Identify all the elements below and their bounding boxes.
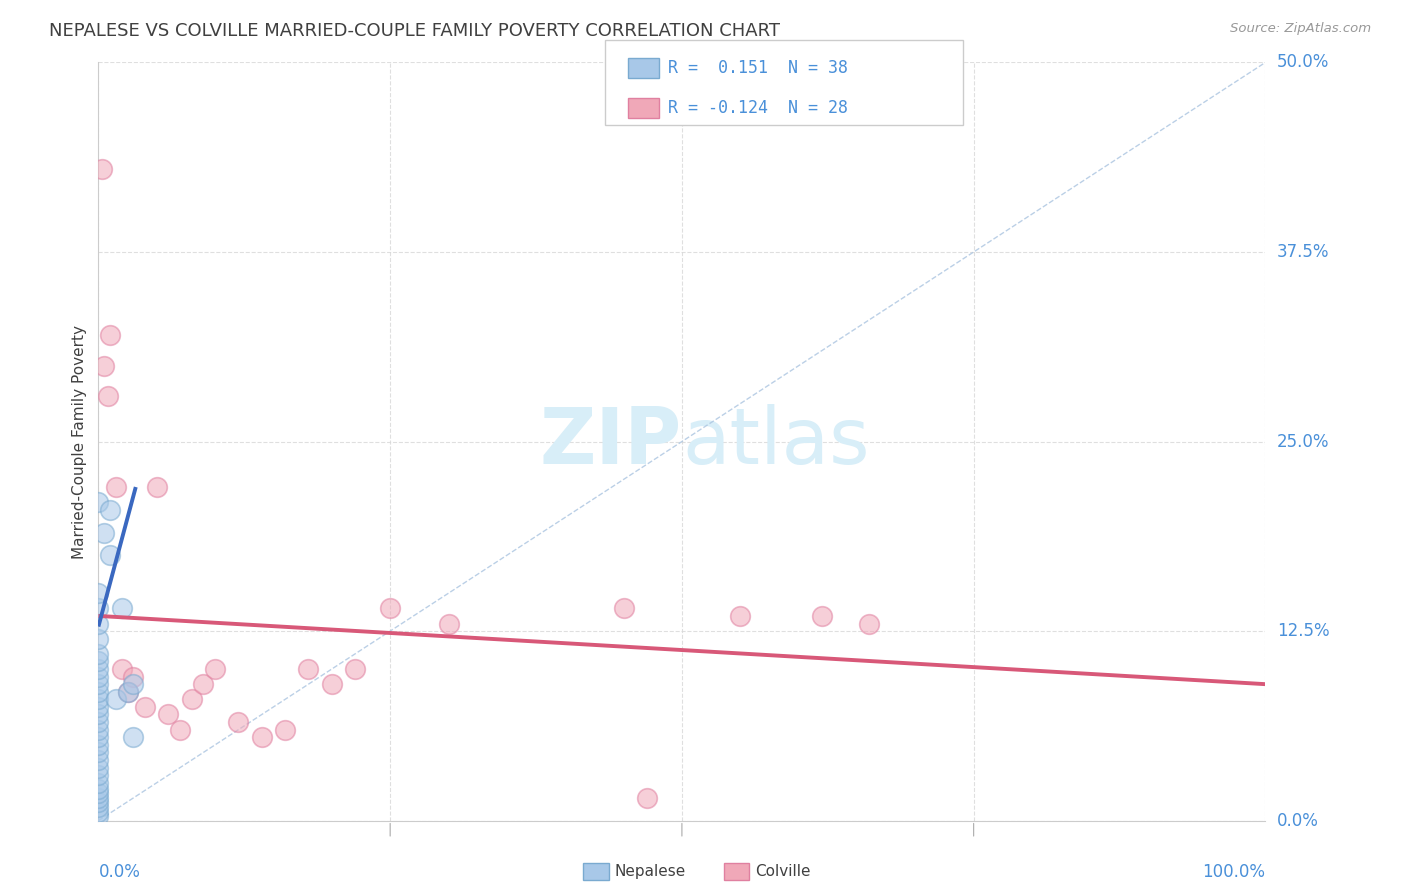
Point — [321, 677, 343, 691]
Point — [87, 776, 110, 790]
Point — [111, 601, 134, 615]
Point — [97, 389, 120, 403]
Point — [87, 662, 110, 676]
Point — [134, 699, 156, 714]
Point — [90, 161, 112, 176]
Point — [98, 503, 121, 517]
Point — [87, 655, 110, 669]
Point — [87, 707, 110, 722]
Point — [87, 715, 110, 730]
Point — [122, 730, 145, 744]
Point — [117, 685, 139, 699]
Text: ZIP: ZIP — [540, 403, 682, 480]
Point — [87, 791, 110, 805]
Text: atlas: atlas — [682, 403, 869, 480]
Point — [180, 692, 202, 706]
Text: Source: ZipAtlas.com: Source: ZipAtlas.com — [1230, 22, 1371, 36]
Point — [380, 601, 402, 615]
Point — [87, 805, 110, 819]
Point — [87, 800, 110, 814]
Point — [87, 692, 110, 706]
Text: 12.5%: 12.5% — [1277, 622, 1330, 640]
Point — [157, 707, 180, 722]
Text: 25.0%: 25.0% — [1277, 433, 1330, 450]
Text: 50.0%: 50.0% — [1277, 54, 1330, 71]
Point — [87, 746, 110, 760]
Point — [146, 480, 169, 494]
Point — [87, 809, 110, 823]
Y-axis label: Married-Couple Family Poverty: Married-Couple Family Poverty — [72, 325, 87, 558]
Point — [87, 699, 110, 714]
Point — [87, 647, 110, 661]
Point — [98, 548, 121, 563]
Point — [250, 730, 273, 744]
Point — [87, 677, 110, 691]
Point — [193, 677, 215, 691]
Point — [87, 669, 110, 683]
Point — [204, 662, 226, 676]
Point — [228, 715, 250, 730]
Point — [87, 723, 110, 737]
Text: Colville: Colville — [755, 864, 810, 879]
Point — [169, 723, 191, 737]
Point — [87, 730, 110, 744]
Point — [636, 791, 658, 805]
Point — [93, 525, 115, 540]
Text: 37.5%: 37.5% — [1277, 243, 1330, 261]
Point — [87, 586, 110, 600]
Point — [858, 616, 880, 631]
Text: 0.0%: 0.0% — [1277, 812, 1319, 830]
Text: R = -0.124  N = 28: R = -0.124 N = 28 — [668, 99, 848, 117]
Point — [87, 495, 110, 509]
Text: 100.0%: 100.0% — [1202, 863, 1265, 881]
Point — [87, 796, 110, 810]
Point — [93, 359, 115, 373]
Point — [87, 616, 110, 631]
Point — [87, 768, 110, 782]
Point — [104, 692, 127, 706]
Point — [87, 781, 110, 796]
Point — [122, 677, 145, 691]
Point — [111, 662, 134, 676]
Point — [87, 760, 110, 774]
Point — [730, 608, 752, 623]
Point — [297, 662, 319, 676]
Text: NEPALESE VS COLVILLE MARRIED-COUPLE FAMILY POVERTY CORRELATION CHART: NEPALESE VS COLVILLE MARRIED-COUPLE FAMI… — [49, 22, 780, 40]
Point — [87, 738, 110, 752]
Point — [87, 632, 110, 646]
Point — [344, 662, 367, 676]
Point — [87, 601, 110, 615]
Point — [122, 669, 145, 683]
Text: Nepalese: Nepalese — [614, 864, 686, 879]
Point — [104, 480, 127, 494]
Point — [274, 723, 297, 737]
Point — [437, 616, 460, 631]
Text: R =  0.151  N = 38: R = 0.151 N = 38 — [668, 59, 848, 77]
Text: 0.0%: 0.0% — [98, 863, 141, 881]
Point — [87, 753, 110, 767]
Point — [117, 685, 139, 699]
Point — [98, 328, 121, 343]
Point — [87, 786, 110, 800]
Point — [87, 685, 110, 699]
Point — [612, 601, 634, 615]
Point — [811, 608, 834, 623]
